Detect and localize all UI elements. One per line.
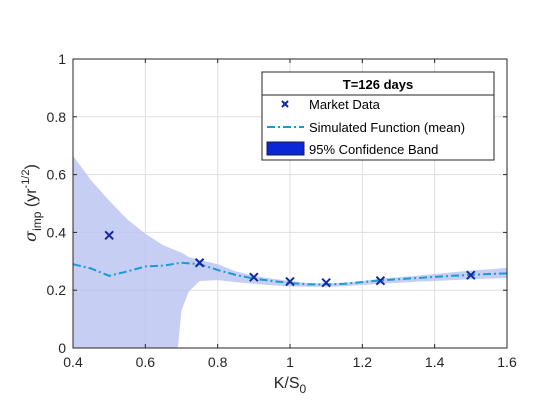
y-axis-title-sub: imp: [30, 211, 44, 231]
axis-ticks: 0.4 0.6 0.8 1 1.2 1.4 1.6 0 0.2 0.4 0.6 0.8 1: [47, 51, 517, 370]
x-tick-label: 1: [286, 354, 294, 370]
market-data-point: [249, 272, 259, 282]
market-data-point: [104, 230, 114, 240]
x-tick-label: 0.8: [208, 354, 228, 370]
x-axis-title-main: K/S: [274, 375, 300, 392]
legend-entry-market-data: Market Data: [281, 97, 381, 112]
x-tick-label: 0.6: [136, 354, 156, 370]
legend-label-simulated: Simulated Function (mean): [309, 120, 465, 135]
confidence-band-area: [73, 155, 507, 348]
x-tick-label: 1.6: [497, 354, 517, 370]
market-data-point: [285, 276, 295, 287]
y-axis-title-unit-sup: -1/2: [20, 169, 32, 188]
confidence-band-layer: [73, 155, 507, 348]
x-tick-label: 0.4: [63, 354, 83, 370]
y-tick-label: 1: [58, 51, 66, 67]
market-data-point: [321, 277, 331, 288]
market-data-point: [375, 275, 386, 286]
y-tick-label: 0.4: [47, 224, 67, 240]
x-tick-label: 1.4: [425, 354, 445, 370]
mean-line: [72, 261, 508, 286]
market-data-layer: [104, 230, 476, 288]
legend-swatch-x-marker: [281, 100, 289, 108]
y-axis-title: σimp (yr-1/2): [20, 164, 44, 242]
mean-line-layer: [72, 261, 508, 286]
y-axis-title-unit-open: (yr: [23, 188, 40, 212]
legend: T=126 days Market Data Simulated Functio…: [261, 71, 495, 161]
x-axis-title: K/S0: [274, 375, 307, 396]
y-tick-label: 0: [58, 340, 66, 356]
y-axis-title-sigma: σ: [21, 230, 40, 242]
legend-label-confidence-band: 95% Confidence Band: [309, 142, 438, 157]
market-data-point: [194, 258, 205, 268]
legend-swatch-band: [266, 141, 305, 156]
y-tick-label: 0.8: [47, 109, 67, 125]
y-tick-label: 0.6: [47, 167, 67, 183]
y-axis-title-unit-close: ): [23, 164, 40, 169]
legend-label-market-data: Market Data: [309, 97, 381, 112]
legend-title: T=126 days: [343, 77, 413, 92]
legend-entry-simulated: Simulated Function (mean): [267, 120, 465, 135]
legend-entry-confidence-band: 95% Confidence Band: [266, 141, 438, 157]
y-tick-label: 0.2: [47, 282, 67, 298]
market-data-point: [466, 270, 476, 280]
x-axis-title-sub: 0: [300, 382, 307, 396]
x-tick-label: 1.2: [353, 354, 373, 370]
